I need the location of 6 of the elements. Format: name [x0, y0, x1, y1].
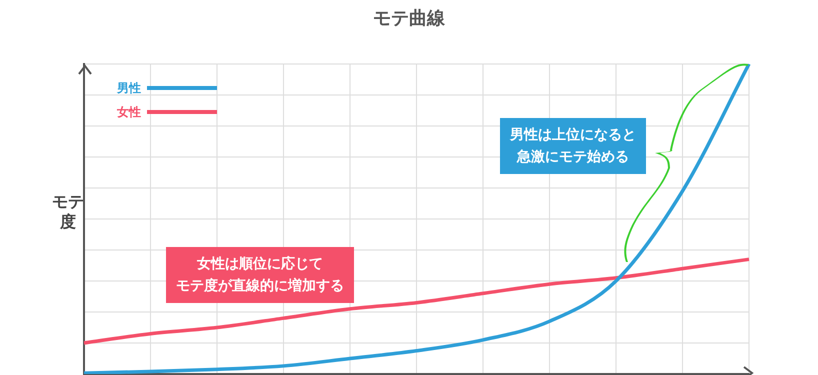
text: 男性	[117, 80, 141, 96]
chart-title: モテ曲線	[372, 7, 446, 30]
annotation: 女性は順位に応じてモテ度が直線的に増加する	[176, 254, 344, 296]
annotation: 男性は上位になると急激にモテ始める	[510, 126, 636, 167]
y-axis-title: モテ度	[51, 192, 85, 232]
text: 女性	[117, 104, 141, 120]
